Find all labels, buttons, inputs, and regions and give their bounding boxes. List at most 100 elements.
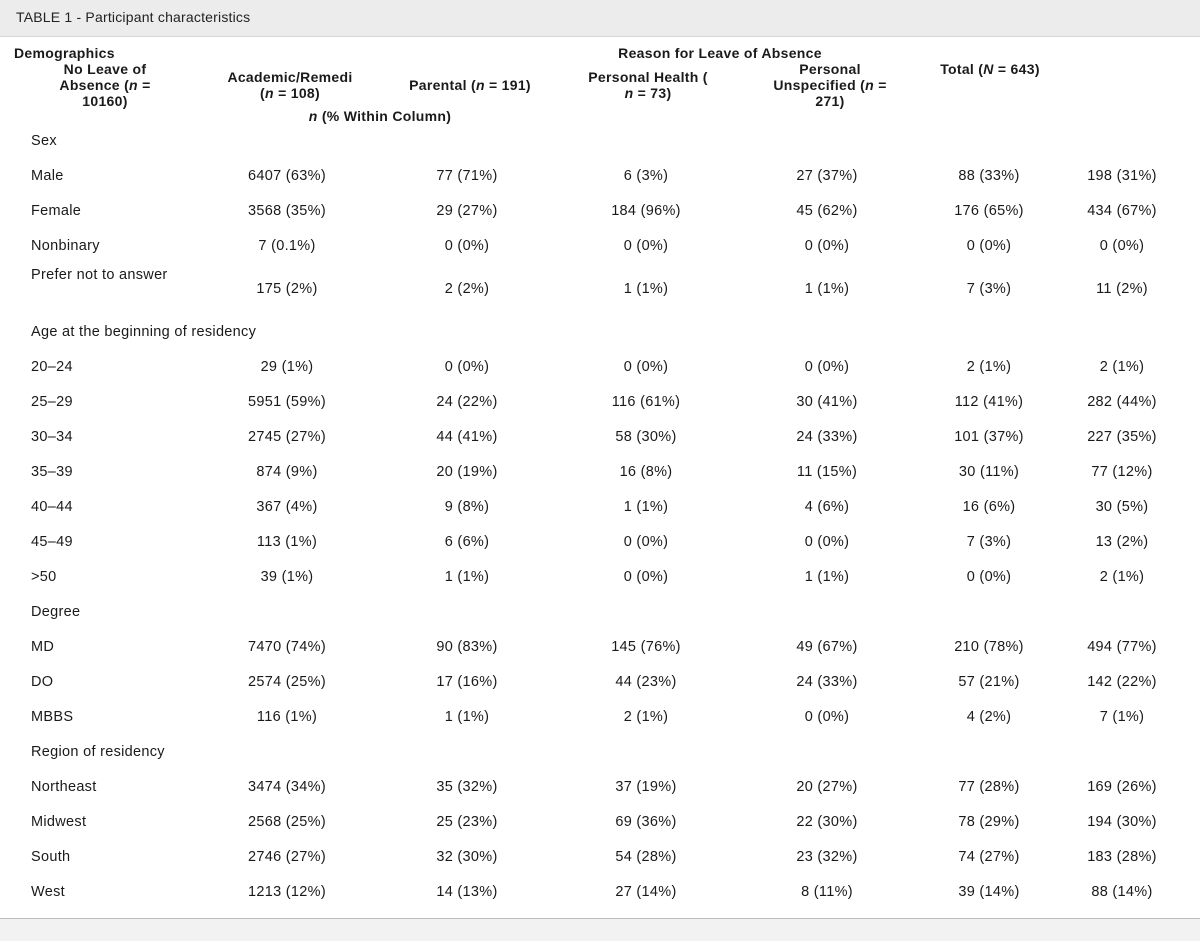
table-cell: 2568 (25%) (248, 814, 326, 830)
table-cell: 194 (30%) (1087, 814, 1157, 830)
table-cell: 184 (96%) (611, 203, 681, 219)
table-cell: 494 (77%) (1087, 639, 1157, 655)
table-cell: 16 (6%) (962, 499, 1016, 515)
row-label: >50 (31, 569, 57, 585)
table-cell: 0 (0%) (444, 238, 490, 254)
table-cell: 1213 (12%) (248, 884, 326, 900)
row-label: South (31, 849, 71, 865)
row-label: Female (31, 203, 82, 219)
table-cell: 0 (0%) (966, 238, 1012, 254)
header-reason-group: Reason for Leave of Absence (618, 45, 822, 61)
header-personal-unspecified: Personal Unspecified (n = 271) (773, 61, 887, 109)
table-cell: 183 (28%) (1087, 849, 1157, 865)
table-cell: 22 (30%) (796, 814, 858, 830)
table-cell: 282 (44%) (1087, 394, 1157, 410)
table-cell: 8 (11%) (801, 884, 853, 900)
table-cell: 1 (1%) (444, 569, 490, 585)
table-cell: 6 (6%) (444, 534, 490, 550)
table-cell: 176 (65%) (954, 203, 1024, 219)
row-label: 45–49 (31, 534, 73, 550)
table-cell: 0 (0%) (804, 534, 850, 550)
table-cell: 175 (2%) (256, 281, 318, 297)
table-cell: 16 (8%) (619, 464, 673, 480)
table-cell: 434 (67%) (1087, 203, 1157, 219)
table-cell: 7 (3%) (966, 281, 1012, 297)
header-academic: Academic/Remedi (n = 108) (227, 69, 353, 101)
table-cell: 169 (26%) (1087, 779, 1157, 795)
table-cell: 30 (5%) (1095, 499, 1149, 515)
table-cell: 3568 (35%) (248, 203, 326, 219)
bottom-bar (0, 918, 1200, 941)
table-cell: 116 (61%) (611, 394, 681, 410)
table-cell: 25 (23%) (436, 814, 498, 830)
table-cell: 2745 (27%) (248, 429, 326, 445)
table-cell: 24 (33%) (796, 429, 858, 445)
table-cell: 7 (0.1%) (258, 238, 316, 254)
table-cell: 69 (36%) (615, 814, 677, 830)
table-cell: 0 (0%) (966, 569, 1012, 585)
table-cell: 2 (1%) (1099, 359, 1145, 375)
table-caption-bar: TABLE 1 - Participant characteristics (0, 0, 1200, 37)
table-cell: 29 (27%) (436, 203, 498, 219)
header-parental: Parental (n = 191) (409, 77, 531, 93)
table-cell: 874 (9%) (256, 464, 318, 480)
table-cell: 77 (12%) (1091, 464, 1153, 480)
table-cell: 2574 (25%) (248, 674, 326, 690)
table-cell: 17 (16%) (436, 674, 498, 690)
table-cell: 37 (19%) (615, 779, 677, 795)
table-cell: 210 (78%) (954, 639, 1024, 655)
table-cell: 24 (22%) (436, 394, 498, 410)
table-cell: 20 (19%) (436, 464, 498, 480)
table-cell: 6 (3%) (623, 168, 669, 184)
row-label: 30–34 (31, 429, 73, 445)
table-cell: 3474 (34%) (248, 779, 326, 795)
table-cell: 27 (37%) (796, 168, 858, 184)
table-cell: 57 (21%) (958, 674, 1020, 690)
table-cell: 7470 (74%) (248, 639, 326, 655)
table-cell: 198 (31%) (1087, 168, 1157, 184)
row-label: 35–39 (31, 464, 73, 480)
table-cell: 54 (28%) (615, 849, 677, 865)
table-cell: 145 (76%) (611, 639, 681, 655)
table-cell: 4 (6%) (804, 499, 850, 515)
section-title: Region of residency (31, 744, 165, 760)
table-cell: 7 (3%) (966, 534, 1012, 550)
table-cell: 88 (14%) (1091, 884, 1153, 900)
table-cell: 90 (83%) (436, 639, 498, 655)
table-cell: 23 (32%) (796, 849, 858, 865)
table-cell: 44 (23%) (615, 674, 677, 690)
row-label: MBBS (31, 709, 74, 725)
header-total: Total (N = 643) (940, 61, 1040, 77)
row-label: DO (31, 674, 54, 690)
table-cell: 6407 (63%) (248, 168, 326, 184)
table-cell: 58 (30%) (615, 429, 677, 445)
table-cell: 74 (27%) (958, 849, 1020, 865)
table-cell: 1 (1%) (804, 281, 850, 297)
table-cell: 30 (41%) (796, 394, 858, 410)
table-cell: 2 (2%) (444, 281, 490, 297)
row-label: 20–24 (31, 359, 73, 375)
table-cell: 101 (37%) (954, 429, 1024, 445)
table-cell: 11 (15%) (796, 464, 858, 480)
table-cell: 24 (33%) (796, 674, 858, 690)
table-caption: TABLE 1 - Participant characteristics (16, 9, 251, 25)
table-cell: 1 (1%) (623, 499, 669, 515)
table-cell: 0 (0%) (623, 569, 669, 585)
section-title: Degree (31, 604, 81, 620)
table-cell: 78 (29%) (958, 814, 1020, 830)
table-cell: 45 (62%) (796, 203, 858, 219)
table-cell: 1 (1%) (623, 281, 669, 297)
table-cell: 142 (22%) (1087, 674, 1157, 690)
header-no-leave: No Leave of Absence (n = 10160) (59, 61, 151, 109)
table-cell: 1 (1%) (444, 709, 490, 725)
row-label: 25–29 (31, 394, 73, 410)
row-label: Nonbinary (31, 238, 100, 254)
row-label: Male (31, 168, 64, 184)
table-cell: 1 (1%) (804, 569, 850, 585)
table-cell: 39 (14%) (958, 884, 1020, 900)
header-personal-health: Personal Health (n = 73) (588, 69, 708, 101)
table-cell: 0 (0%) (623, 534, 669, 550)
table-cell: 9 (8%) (444, 499, 490, 515)
header-demographics: Demographics (14, 45, 115, 61)
table-cell: 367 (4%) (256, 499, 318, 515)
